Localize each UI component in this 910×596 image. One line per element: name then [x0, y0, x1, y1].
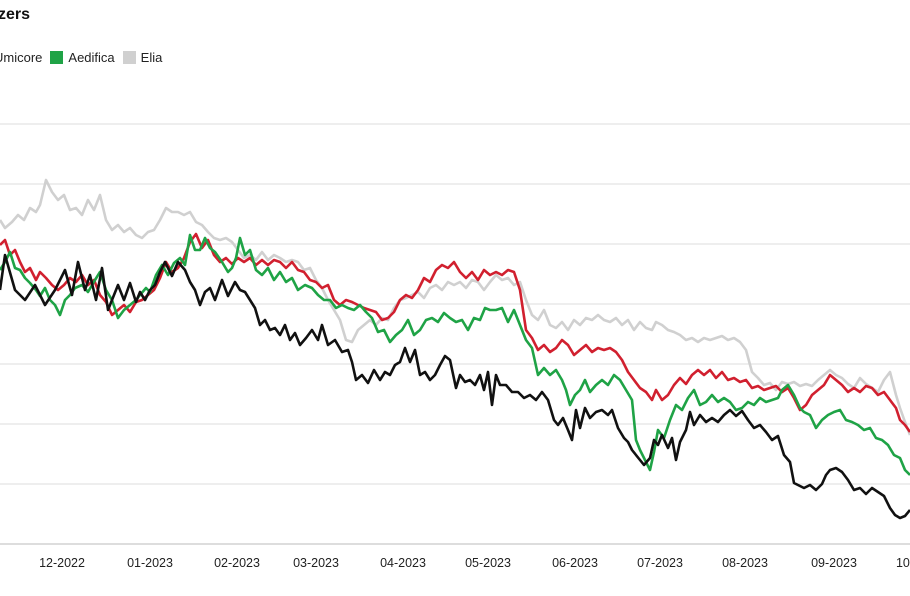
x-tick-label: 01-2023 [127, 556, 173, 570]
x-tick-label: 03-2023 [293, 556, 339, 570]
legend-label-elia: Elia [140, 50, 163, 65]
x-tick-label: 06-2023 [552, 556, 598, 570]
x-tick-label: 08-2023 [722, 556, 768, 570]
legend-swatch-elia [122, 51, 136, 64]
legend-swatch-aedifica [50, 51, 64, 64]
x-tick-label: 10- [896, 556, 910, 570]
chart-title: zers [0, 6, 31, 23]
legend-label-umicore: Umicore [0, 50, 43, 65]
series-line-red [0, 232, 910, 433]
legend: Umicore Aedifica Elia [0, 50, 170, 65]
legend-item-aedifica[interactable]: Aedifica [50, 50, 115, 65]
series-line-elia [0, 178, 910, 436]
x-tick-label: 02-2023 [214, 556, 260, 570]
legend-item-elia[interactable]: Elia [122, 50, 163, 65]
x-tick-label: 07-2023 [637, 556, 683, 570]
x-tick-label: 05-2023 [465, 556, 511, 570]
series-line-aedifica [0, 233, 910, 476]
x-tick-label: 12-2022 [39, 556, 85, 570]
series-line-umicore [0, 253, 910, 520]
x-tick-label: 09-2023 [811, 556, 857, 570]
legend-label-aedifica: Aedifica [68, 50, 115, 65]
x-tick-label: 04-2023 [380, 556, 426, 570]
legend-item-umicore[interactable]: Umicore [0, 50, 42, 65]
